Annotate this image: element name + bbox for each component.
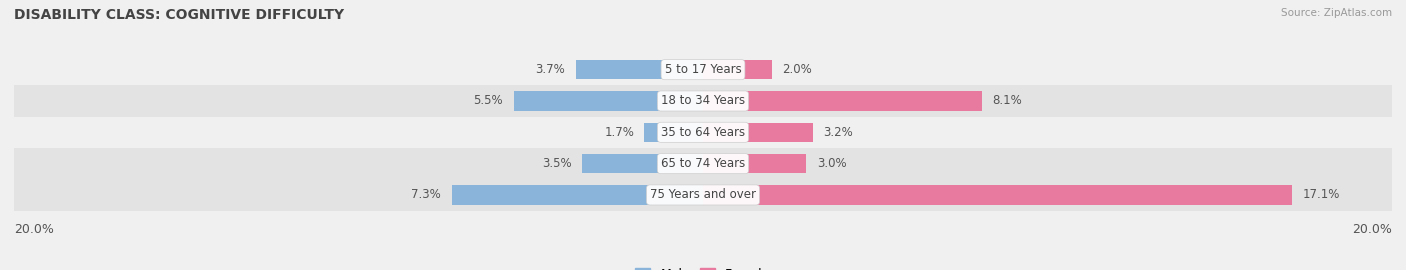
Bar bbox=[14, 179, 1392, 211]
Text: 5.5%: 5.5% bbox=[474, 94, 503, 107]
Text: Source: ZipAtlas.com: Source: ZipAtlas.com bbox=[1281, 8, 1392, 18]
Text: 35 to 64 Years: 35 to 64 Years bbox=[661, 126, 745, 139]
Text: 2.0%: 2.0% bbox=[782, 63, 813, 76]
Legend: Male, Female: Male, Female bbox=[630, 263, 776, 270]
Bar bbox=[703, 60, 772, 79]
Bar bbox=[644, 123, 703, 142]
Bar bbox=[451, 185, 703, 205]
Bar bbox=[14, 117, 1392, 148]
Text: 75 Years and over: 75 Years and over bbox=[650, 188, 756, 201]
Text: 18 to 34 Years: 18 to 34 Years bbox=[661, 94, 745, 107]
Text: 1.7%: 1.7% bbox=[605, 126, 634, 139]
Bar bbox=[513, 91, 703, 111]
Bar bbox=[14, 54, 1392, 85]
Bar bbox=[582, 154, 703, 173]
Text: 5 to 17 Years: 5 to 17 Years bbox=[665, 63, 741, 76]
Bar bbox=[703, 91, 981, 111]
Text: 65 to 74 Years: 65 to 74 Years bbox=[661, 157, 745, 170]
Text: 20.0%: 20.0% bbox=[1353, 223, 1392, 236]
Bar bbox=[575, 60, 703, 79]
Text: 7.3%: 7.3% bbox=[412, 188, 441, 201]
Bar bbox=[703, 154, 807, 173]
Text: DISABILITY CLASS: COGNITIVE DIFFICULTY: DISABILITY CLASS: COGNITIVE DIFFICULTY bbox=[14, 8, 344, 22]
Text: 3.0%: 3.0% bbox=[817, 157, 846, 170]
Text: 3.7%: 3.7% bbox=[536, 63, 565, 76]
Text: 8.1%: 8.1% bbox=[993, 94, 1022, 107]
Text: 17.1%: 17.1% bbox=[1302, 188, 1340, 201]
Bar bbox=[703, 123, 813, 142]
Text: 3.5%: 3.5% bbox=[543, 157, 572, 170]
Text: 3.2%: 3.2% bbox=[824, 126, 853, 139]
Bar bbox=[703, 185, 1292, 205]
Bar bbox=[14, 85, 1392, 117]
Text: 20.0%: 20.0% bbox=[14, 223, 53, 236]
Bar bbox=[14, 148, 1392, 179]
